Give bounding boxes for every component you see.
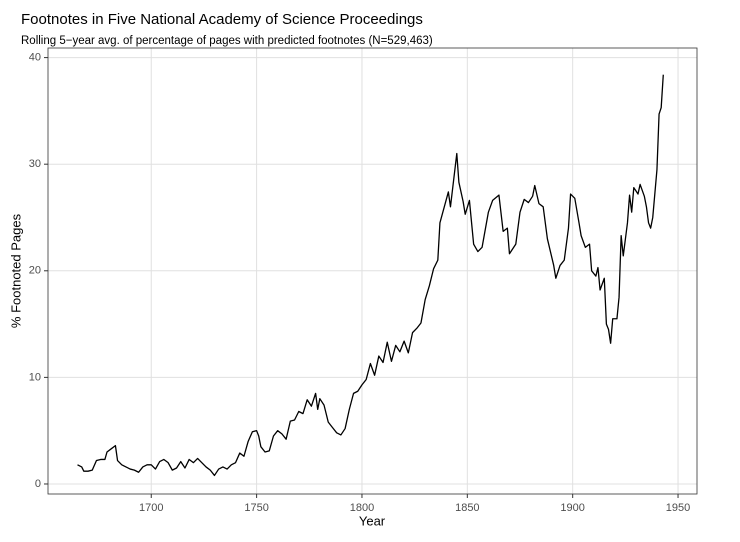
x-tick-label: 1950 [666, 502, 690, 514]
data-line [77, 74, 664, 477]
x-tick-label: 1700 [139, 502, 163, 514]
y-tick-label: 0 [35, 478, 41, 490]
x-tick-label: 1800 [350, 502, 374, 514]
x-tick-label: 1850 [455, 502, 479, 514]
grid [48, 48, 697, 494]
y-tick-label: 10 [29, 371, 41, 383]
x-axis-label: Year [359, 513, 386, 528]
y-tick-label: 40 [29, 51, 41, 63]
y-tick-label: 20 [29, 265, 41, 277]
chart-title: Footnotes in Five National Academy of Sc… [21, 11, 423, 28]
marks [77, 74, 664, 477]
chart-subtitle: Rolling 5−year avg. of percentage of pag… [21, 35, 433, 47]
y-tick-label: 30 [29, 158, 41, 170]
x-tick-label: 1900 [560, 502, 584, 514]
y-axis-label: % Footnoted Pages [8, 213, 23, 328]
x-tick-label: 1750 [244, 502, 268, 514]
